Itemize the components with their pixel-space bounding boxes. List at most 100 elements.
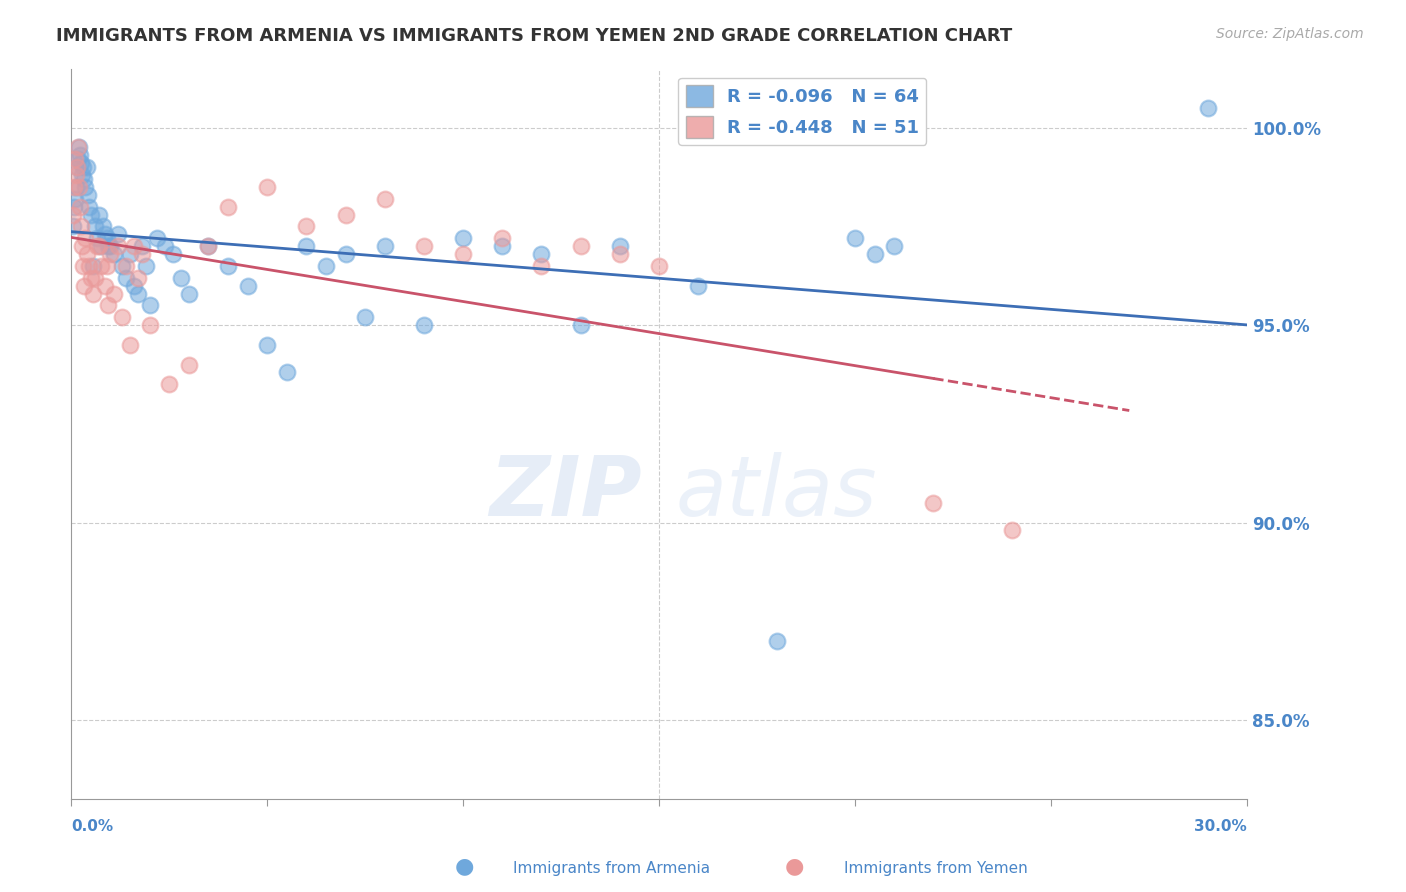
Point — [67, 180, 90, 194]
Point — [217, 259, 239, 273]
Point — [197, 239, 219, 253]
Point — [122, 239, 145, 253]
Point — [609, 239, 631, 253]
Point — [77, 259, 100, 273]
Point — [93, 278, 115, 293]
Point — [76, 160, 98, 174]
Point — [72, 259, 94, 273]
Point — [73, 172, 96, 186]
Point — [62, 219, 84, 234]
Point — [93, 227, 115, 242]
Point — [217, 200, 239, 214]
Point — [69, 200, 91, 214]
Point — [155, 239, 177, 253]
Point — [63, 180, 86, 194]
Point — [530, 259, 553, 273]
Point — [131, 247, 153, 261]
Point — [115, 270, 138, 285]
Point — [73, 231, 96, 245]
Point — [77, 200, 100, 214]
Point — [135, 259, 157, 273]
Point — [70, 219, 93, 234]
Point — [138, 318, 160, 332]
Point — [86, 231, 108, 245]
Point — [569, 239, 592, 253]
Point — [648, 259, 671, 273]
Point — [491, 231, 513, 245]
Point — [96, 259, 118, 273]
Point — [295, 219, 318, 234]
Point — [127, 270, 149, 285]
Point — [118, 338, 141, 352]
Text: atlas: atlas — [676, 451, 877, 533]
Point — [70, 239, 93, 253]
Text: Source: ZipAtlas.com: Source: ZipAtlas.com — [1216, 27, 1364, 41]
Point — [67, 140, 90, 154]
Point — [131, 239, 153, 253]
Point — [87, 239, 110, 253]
Point — [67, 153, 90, 167]
Point — [162, 247, 184, 261]
Point — [177, 286, 200, 301]
Point — [609, 247, 631, 261]
Point — [111, 310, 134, 325]
Point — [236, 278, 259, 293]
Point — [354, 310, 377, 325]
Point — [69, 148, 91, 162]
Point — [146, 231, 169, 245]
Point — [111, 259, 134, 273]
Point — [530, 247, 553, 261]
Point — [66, 160, 89, 174]
Point — [844, 231, 866, 245]
Point — [90, 239, 112, 253]
Point — [688, 278, 710, 293]
Point — [91, 219, 114, 234]
Point — [82, 286, 104, 301]
Text: Immigrants from Armenia: Immigrants from Armenia — [513, 861, 710, 876]
Point — [97, 239, 120, 253]
Point — [107, 239, 129, 253]
Point — [73, 180, 96, 194]
Point — [100, 247, 122, 261]
Point — [315, 259, 337, 273]
Point — [72, 160, 94, 174]
Point — [451, 247, 474, 261]
Point — [86, 239, 108, 253]
Point — [197, 239, 219, 253]
Point — [70, 156, 93, 170]
Point — [63, 200, 86, 214]
Point — [256, 338, 278, 352]
Point — [87, 208, 110, 222]
Text: ●: ● — [785, 856, 804, 876]
Legend: R = -0.096   N = 64, R = -0.448   N = 51: R = -0.096 N = 64, R = -0.448 N = 51 — [678, 78, 927, 145]
Point — [374, 192, 396, 206]
Point — [374, 239, 396, 253]
Point — [66, 160, 89, 174]
Point — [177, 358, 200, 372]
Point — [883, 239, 905, 253]
Point — [67, 140, 90, 154]
Point — [80, 208, 103, 222]
Text: ●: ● — [454, 856, 474, 876]
Point — [73, 278, 96, 293]
Point — [335, 208, 357, 222]
Text: 30.0%: 30.0% — [1194, 819, 1247, 834]
Point — [115, 259, 138, 273]
Point — [97, 298, 120, 312]
Text: ZIP: ZIP — [489, 451, 641, 533]
Point — [127, 286, 149, 301]
Point — [70, 168, 93, 182]
Point — [82, 259, 104, 273]
Point — [63, 153, 86, 167]
Point — [256, 180, 278, 194]
Point — [863, 247, 886, 261]
Point — [491, 239, 513, 253]
Text: Immigrants from Yemen: Immigrants from Yemen — [844, 861, 1028, 876]
Point — [335, 247, 357, 261]
Point — [122, 278, 145, 293]
Point — [157, 377, 180, 392]
Point — [76, 247, 98, 261]
Point — [765, 634, 787, 648]
Point — [83, 270, 105, 285]
Point — [1197, 101, 1219, 115]
